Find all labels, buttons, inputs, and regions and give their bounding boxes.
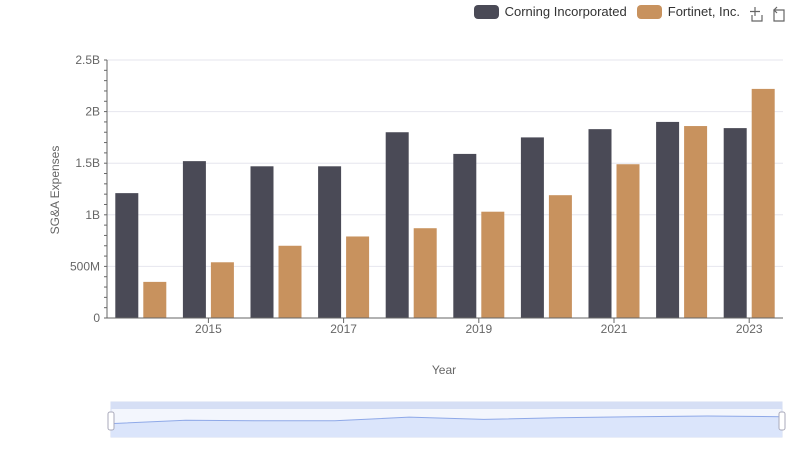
bar-fortinet-2014 [143, 281, 167, 318]
legend: Corning Incorporated Fortinet, Inc. [473, 4, 740, 19]
y-tick-label: 500M [70, 259, 100, 273]
y-tick-label: 2B [85, 105, 100, 119]
legend-label-fortinet: Fortinet, Inc. [667, 4, 740, 19]
bar-fortinet-2017 [346, 236, 370, 318]
slider-handle-right [778, 411, 786, 431]
x-tick-label: 2023 [736, 322, 763, 336]
x-axis-title: Year [432, 363, 456, 377]
legend-swatch-fortinet [636, 4, 662, 19]
slider-handle-left [107, 411, 115, 431]
bar-fortinet-2023 [751, 88, 775, 318]
data-zoom-slider[interactable] [107, 401, 786, 438]
x-tick-label: 2015 [195, 322, 222, 336]
bar-corning-2023 [723, 128, 747, 318]
x-tick-label: 2021 [601, 322, 628, 336]
slider-line [110, 415, 783, 425]
legend-swatch-corning [473, 4, 499, 19]
bar-fortinet-2019 [481, 211, 505, 318]
grid-lines [107, 59, 783, 267]
bar-corning-2015 [182, 161, 206, 318]
bar-corning-2016 [250, 166, 274, 318]
legend-item-corning[interactable]: Corning Incorporated [473, 4, 627, 19]
bars [115, 88, 775, 318]
bar-corning-2020 [520, 137, 544, 318]
bar-corning-2014 [115, 193, 139, 318]
slider-top-bar [111, 402, 782, 409]
x-tick-label: 2017 [330, 322, 357, 336]
legend-item-fortinet[interactable]: Fortinet, Inc. [636, 4, 740, 19]
bar-corning-2018 [385, 132, 409, 318]
x-axis: 2015 2017 2019 2021 2023 [107, 317, 783, 336]
y-tick-label: 1.5B [75, 156, 100, 170]
bar-fortinet-2016 [278, 245, 302, 318]
bar-corning-2017 [318, 166, 342, 318]
restore-icon[interactable] [771, 6, 787, 22]
y-axis: 0 500M 1B 1.5B 2B 2.5B [70, 53, 108, 325]
bar-fortinet-2018 [413, 228, 437, 318]
bar-fortinet-2015 [210, 262, 234, 318]
bar-fortinet-2020 [548, 195, 572, 318]
bar-corning-2019 [453, 153, 477, 318]
legend-label-corning: Corning Incorporated [504, 4, 627, 19]
zoom-crosshair-icon[interactable] [747, 6, 763, 22]
bar-fortinet-2021 [616, 164, 640, 318]
bar-fortinet-2022 [684, 126, 708, 318]
y-tick-label: 1B [85, 208, 100, 222]
bar-corning-2022 [656, 121, 680, 318]
bar-corning-2021 [588, 129, 612, 318]
y-tick-label: 0 [93, 311, 100, 325]
x-tick-label: 2019 [465, 322, 492, 336]
y-tick-label: 2.5B [75, 53, 100, 67]
y-axis-title: SG&A Expenses [48, 146, 62, 235]
